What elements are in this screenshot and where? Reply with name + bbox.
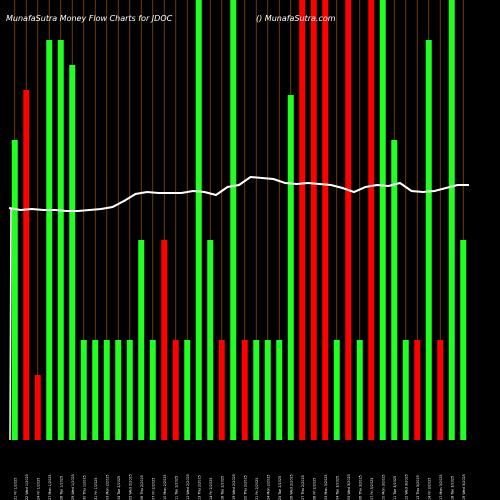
bar	[184, 340, 191, 440]
x-tick-label: 13 Thu 3/2025	[416, 475, 420, 500]
x-tick-label: 21 Fri 1/2025	[13, 478, 17, 500]
bar	[195, 0, 202, 440]
x-tick-label: 31 Fri 1/2025	[94, 478, 98, 500]
bar	[69, 65, 76, 440]
bar	[241, 340, 248, 440]
x-tick-label: 13 Thu 2/2025	[197, 475, 201, 500]
x-tick-label: 06 Thu 2/2025	[140, 475, 144, 500]
money-flow-line-start	[9, 207, 12, 441]
x-tick-label: 27 Mon 1/2025	[48, 474, 52, 500]
x-tick-label: 22 Wed 1/2025	[25, 474, 29, 500]
bar	[218, 340, 225, 440]
x-tick-label: 06 Thu 3/2025	[358, 475, 362, 500]
bar	[414, 340, 421, 440]
x-tick-label: 18 Tue 3/2025	[450, 476, 454, 500]
x-tick-label: 14 Fri 2/2025	[209, 478, 213, 500]
x-tick-label: 05 Wed 2/2025	[128, 474, 132, 500]
x-tick-label: 12 Wed 3/2025	[404, 474, 408, 500]
x-tick-label: 10 Mon 2/2025	[163, 474, 167, 500]
x-tick-labels: 21 Fri 1/2025 22 Wed 1/2025 24 Fri 1/2025 2…	[13, 474, 466, 500]
x-tick-label: 28 Tue 1/2025	[59, 476, 63, 500]
x-tick-label: 04 Tue 3/2025	[335, 476, 339, 500]
bar	[230, 0, 237, 440]
bar	[310, 0, 317, 440]
bar	[264, 340, 271, 440]
bar	[276, 340, 283, 440]
x-tick-label: 20 Thu 2/2025	[243, 475, 247, 500]
bar	[57, 40, 64, 440]
x-tick-label: 07 Fri 2/2025	[151, 478, 155, 500]
bar	[253, 340, 260, 440]
x-tick-label: 12 Wed 2/2025	[186, 474, 190, 500]
bar	[356, 340, 363, 440]
bar	[460, 240, 467, 440]
bar	[448, 0, 455, 440]
bar	[46, 40, 53, 440]
bar	[345, 0, 352, 440]
bar	[11, 140, 18, 440]
bar	[92, 340, 99, 440]
bar	[23, 90, 30, 440]
bar-series	[11, 0, 467, 440]
bar	[333, 340, 340, 440]
bar	[368, 0, 375, 440]
x-tick-label: 25 Tue 2/2025	[278, 476, 282, 500]
x-tick-label: 11 Tue 3/2025	[393, 476, 397, 500]
bar	[287, 95, 294, 440]
chart-title: MunafaSutra Money Flow Charts for JDOC	[6, 14, 173, 23]
x-tick-label: 19 Wed 2/2025	[232, 474, 236, 500]
x-tick-label: 10 Mon 3/2025	[381, 474, 385, 500]
x-tick-label: 04 Tue 2/2025	[117, 476, 121, 500]
x-tick-label: 07 Fri 3/2025	[370, 478, 374, 500]
x-tick-label: 30 Thu 1/2025	[82, 475, 86, 500]
bar	[115, 340, 122, 440]
x-tick-label: 19 Wed 3/2025	[462, 474, 466, 500]
x-tick-label: 28 Fri 2/2025	[312, 478, 316, 500]
bar	[402, 340, 409, 440]
x-tick-label: 24 Fri 1/2025	[36, 478, 40, 500]
bar	[138, 240, 145, 440]
x-tick-label: 26 Wed 2/2025	[289, 474, 293, 500]
bar	[322, 0, 329, 440]
x-tick-label: 24 Mon 2/2025	[266, 474, 270, 500]
bar	[379, 0, 386, 440]
x-tick-label: 14 Fri 3/2025	[427, 478, 431, 500]
bar	[391, 140, 398, 440]
x-tick-label: 03 Mon 2/2025	[105, 474, 109, 500]
bar	[161, 240, 168, 440]
bar	[299, 0, 306, 440]
bar	[172, 340, 179, 440]
x-tick-label: 03 Mon 3/2025	[324, 474, 328, 500]
x-tick-label: 17 Mon 3/2025	[439, 474, 443, 500]
x-tick-label: 18 Tue 2/2025	[220, 476, 224, 500]
money-flow-line-series	[8, 175, 469, 441]
watermark-text: () MunafaSutra.com	[256, 14, 336, 23]
bar	[425, 40, 432, 440]
bar	[149, 340, 156, 440]
bar	[207, 240, 214, 440]
x-tick-label: 11 Tue 2/2025	[174, 476, 178, 500]
bar	[126, 340, 133, 440]
x-tick-label: 29 Wed 1/2025	[71, 474, 75, 500]
bar	[437, 340, 444, 440]
bar	[34, 375, 41, 440]
money-flow-line	[8, 175, 469, 212]
x-tick-label: 27 Thu 2/2025	[301, 475, 305, 500]
x-tick-label: 21 Fri 2/2025	[255, 478, 259, 500]
x-tick-label: 05 Wed 3/2025	[347, 474, 351, 500]
bar	[80, 340, 87, 440]
bar	[103, 340, 110, 440]
